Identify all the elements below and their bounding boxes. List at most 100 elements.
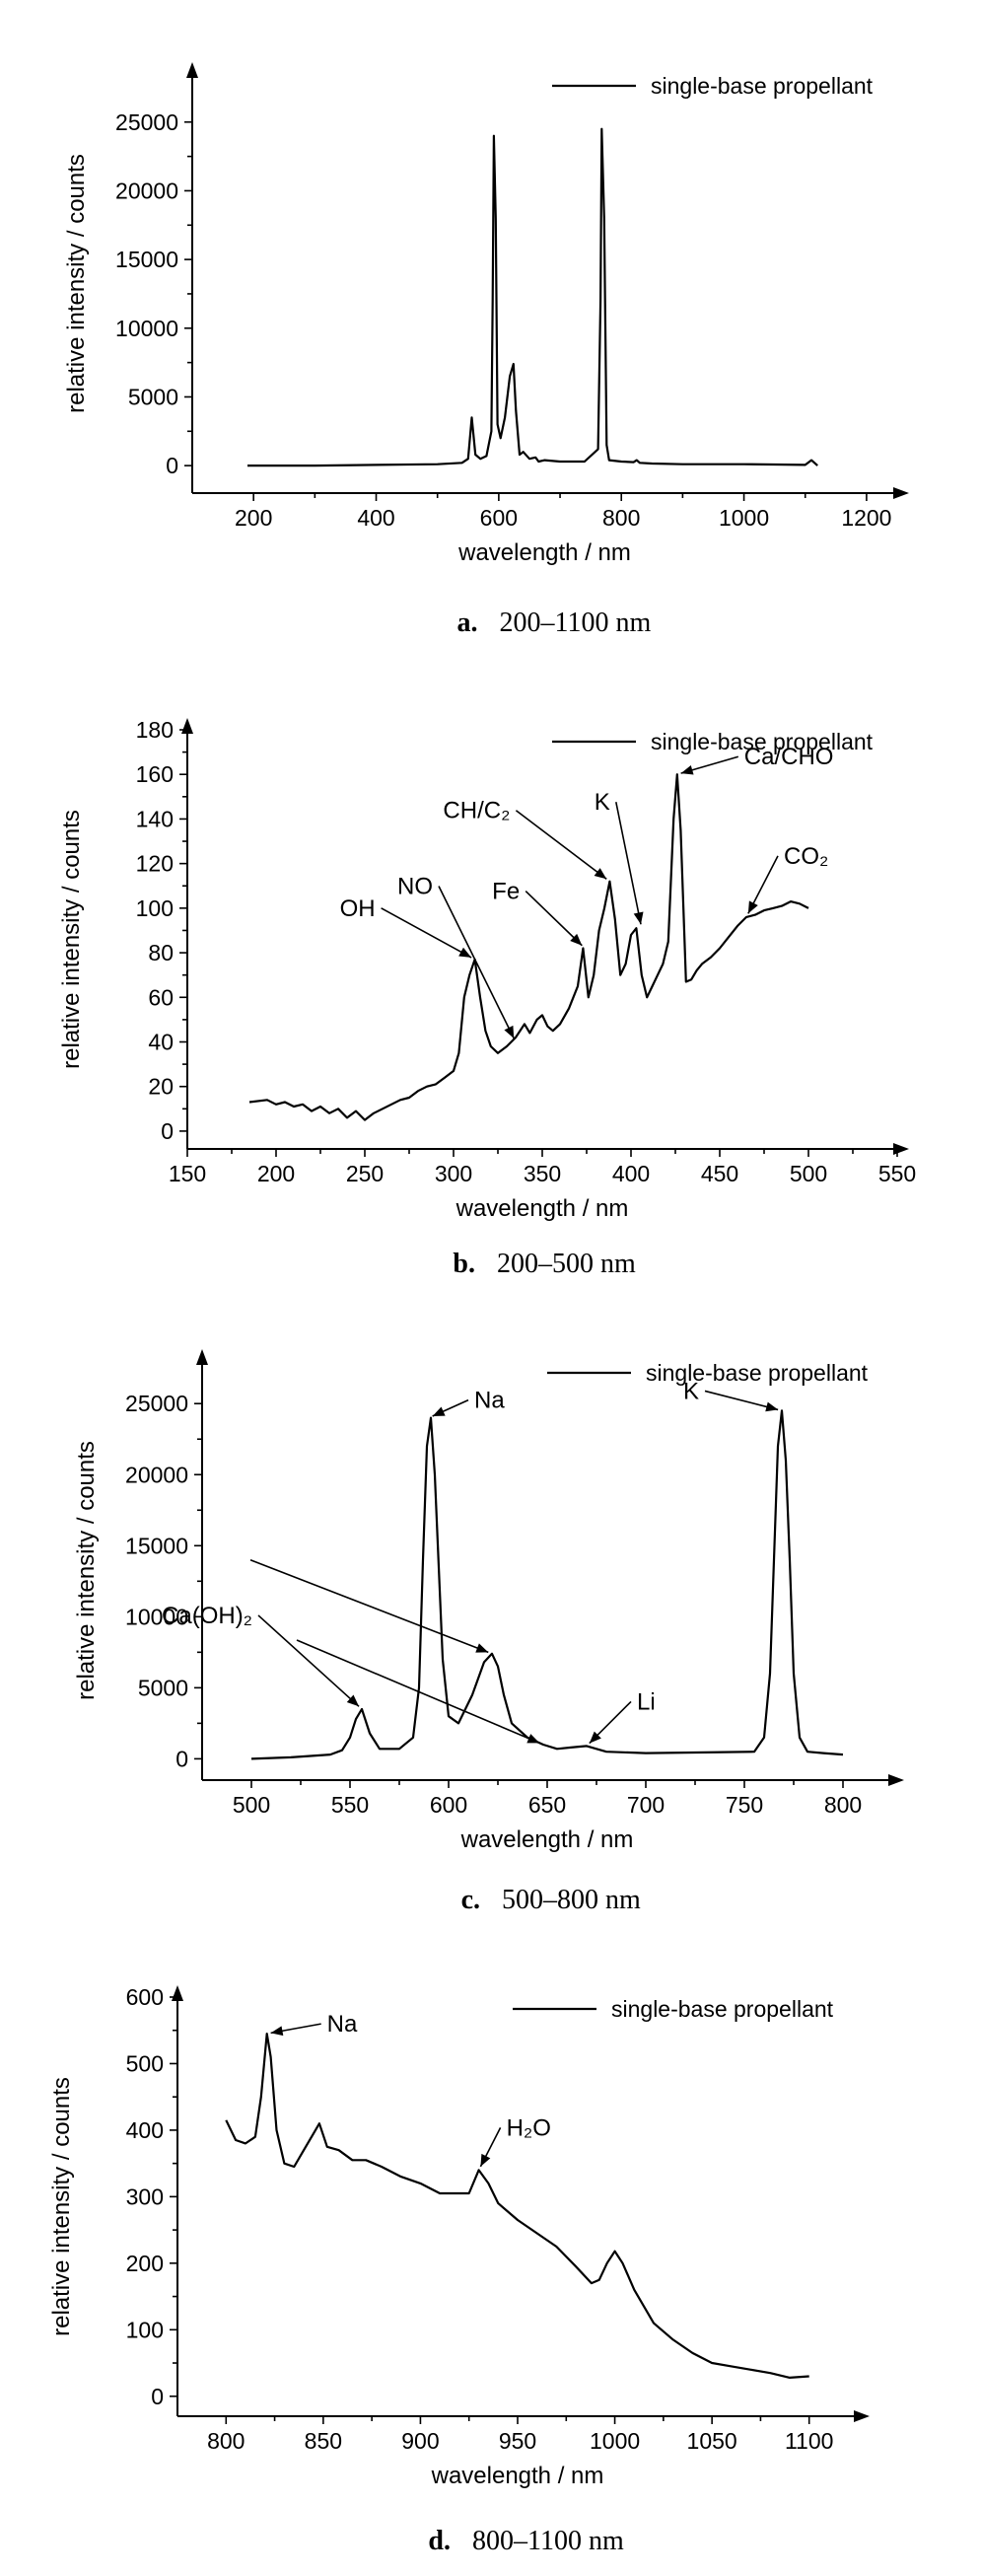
y-tick-label: 0 (151, 2384, 164, 2409)
panel-caption: a. 200–1100 nm (457, 608, 652, 638)
annotation-arrowhead-icon (504, 1025, 515, 1038)
annotation-label: H₂O (507, 2114, 551, 2141)
y-axis-title: relative intensity / counts (73, 1441, 100, 1700)
y-tick-label: 140 (136, 806, 174, 831)
y-tick-label: 10000 (125, 1604, 188, 1629)
y-tick-label: 200 (126, 2251, 164, 2276)
y-tick-label: 160 (136, 761, 174, 787)
y-tick-label: 20000 (115, 178, 178, 203)
y-tick-label: 0 (166, 453, 178, 478)
series-line (250, 1409, 844, 1760)
x-tick-label: 600 (430, 1792, 467, 1818)
x-tick-label: 850 (305, 2428, 342, 2454)
annotation-label: NO (397, 873, 433, 899)
y-tick-label: 40 (148, 1029, 174, 1054)
x-tick-label: 950 (499, 2428, 536, 2454)
x-tick-label: 1050 (687, 2428, 737, 2454)
x-tick-label: 1000 (590, 2428, 640, 2454)
panel-a: 200 400 600 800 1000 1200 0 5000 10000 15000 20000… (63, 62, 909, 638)
annotation-arrow (704, 1390, 779, 1411)
y-tick-label: 60 (148, 984, 174, 1010)
panel-caption-range: 800–1100 nm (472, 2526, 624, 2556)
panel-caption-range: 200–1100 nm (500, 608, 652, 638)
panel-caption-letter: b. (453, 1249, 475, 1279)
annotation-label: Fe (492, 879, 520, 905)
annotation-arrowhead-icon (680, 764, 694, 775)
legend-label: single-base propellant (651, 73, 874, 99)
y-tick-label: 600 (126, 1984, 164, 2010)
y-tick-label: 0 (175, 1746, 188, 1771)
x-tick-label: 400 (612, 1161, 650, 1186)
y-tick-label: 20000 (125, 1462, 188, 1487)
annotation-arrowhead-icon (633, 911, 644, 925)
y-tick-label: 300 (126, 2183, 164, 2209)
annotation-label: K (595, 789, 610, 816)
annotation-arrow (615, 802, 642, 925)
x-axis-title: wavelength / nm (457, 539, 631, 566)
x-axis-arrow-icon (854, 2410, 870, 2422)
annotation-arrowhead-icon (765, 1401, 779, 1412)
panel-caption: d. 800–1100 nm (428, 2526, 624, 2556)
x-tick-label: 500 (233, 1792, 270, 1818)
annotation-arrowhead-icon (594, 868, 607, 880)
panel-caption-letter: c. (461, 1885, 480, 1915)
annotation-arrow (257, 1614, 360, 1707)
annotation-label: Ca/CHO (744, 744, 834, 770)
y-tick-label: 10000 (115, 316, 178, 341)
x-tick-label: 800 (824, 1792, 862, 1818)
annotation-arrowhead-icon (475, 1643, 489, 1653)
panel-caption-range: 200–500 nm (497, 1249, 636, 1279)
x-tick-label: 1100 (785, 2428, 833, 2454)
legend-label: single-base propellant (646, 1360, 869, 1386)
y-tick-label: 400 (126, 2117, 164, 2143)
x-tick-label: 750 (726, 1792, 763, 1818)
y-tick-label: 20 (148, 1074, 174, 1100)
x-axis-title: wavelength / nm (455, 1195, 629, 1222)
x-tick-label: 550 (878, 1161, 916, 1186)
x-tick-label: 1000 (719, 505, 769, 531)
annotation-label: CH/C₂ (443, 798, 510, 824)
x-tick-label: 650 (528, 1792, 566, 1818)
y-tick-label: 120 (136, 851, 174, 877)
x-axis-title: wavelength / nm (460, 1826, 634, 1853)
y-axis-arrow-icon (196, 1349, 208, 1365)
y-tick-label: 100 (126, 2317, 164, 2342)
x-tick-label: 600 (480, 505, 518, 531)
panel-caption-range: 500–800 nm (502, 1885, 641, 1915)
y-axis-arrow-icon (186, 62, 198, 78)
panel-caption-letter: d. (428, 2526, 451, 2556)
y-tick-label: 5000 (138, 1675, 188, 1700)
annotation-arrow (249, 1559, 489, 1654)
y-axis-title: relative intensity / counts (48, 2077, 75, 2336)
y-tick-label: 15000 (125, 1533, 188, 1558)
legend-label: single-base propellant (651, 729, 874, 754)
annotation-arrow (525, 890, 583, 947)
annotation-arrowhead-icon (526, 1734, 540, 1744)
y-tick-label: 25000 (125, 1391, 188, 1416)
legend-label: single-base propellant (611, 1996, 834, 2022)
x-tick-label: 300 (435, 1161, 472, 1186)
x-axis-arrow-icon (893, 487, 909, 499)
x-tick-label: 400 (357, 505, 394, 531)
annotation-arrowhead-icon (589, 1731, 601, 1744)
y-tick-label: 100 (136, 895, 174, 921)
panel-caption: b. 200–500 nm (453, 1249, 636, 1279)
x-tick-label: 200 (235, 505, 272, 531)
y-axis-arrow-icon (181, 718, 193, 734)
x-tick-label: 800 (602, 505, 640, 531)
y-tick-label: 180 (136, 717, 174, 743)
series-line (248, 773, 809, 1121)
series-line (247, 127, 818, 467)
annotation-arrowhead-icon (570, 933, 583, 946)
panel-d: 800 850 900 950 1000 1050 1100 0 100 200 300 400 500… (48, 1984, 870, 2556)
annotation-label: Ca(OH)₂ (162, 1603, 252, 1629)
y-tick-label: 0 (161, 1118, 174, 1144)
annotation-label: K (683, 1378, 699, 1404)
x-axis-arrow-icon (893, 1143, 909, 1155)
x-tick-label: 550 (331, 1792, 369, 1818)
annotation-arrowhead-icon (747, 900, 758, 914)
x-tick-label: 500 (790, 1161, 827, 1186)
y-tick-label: 5000 (128, 384, 178, 409)
x-tick-label: 1200 (841, 505, 891, 531)
